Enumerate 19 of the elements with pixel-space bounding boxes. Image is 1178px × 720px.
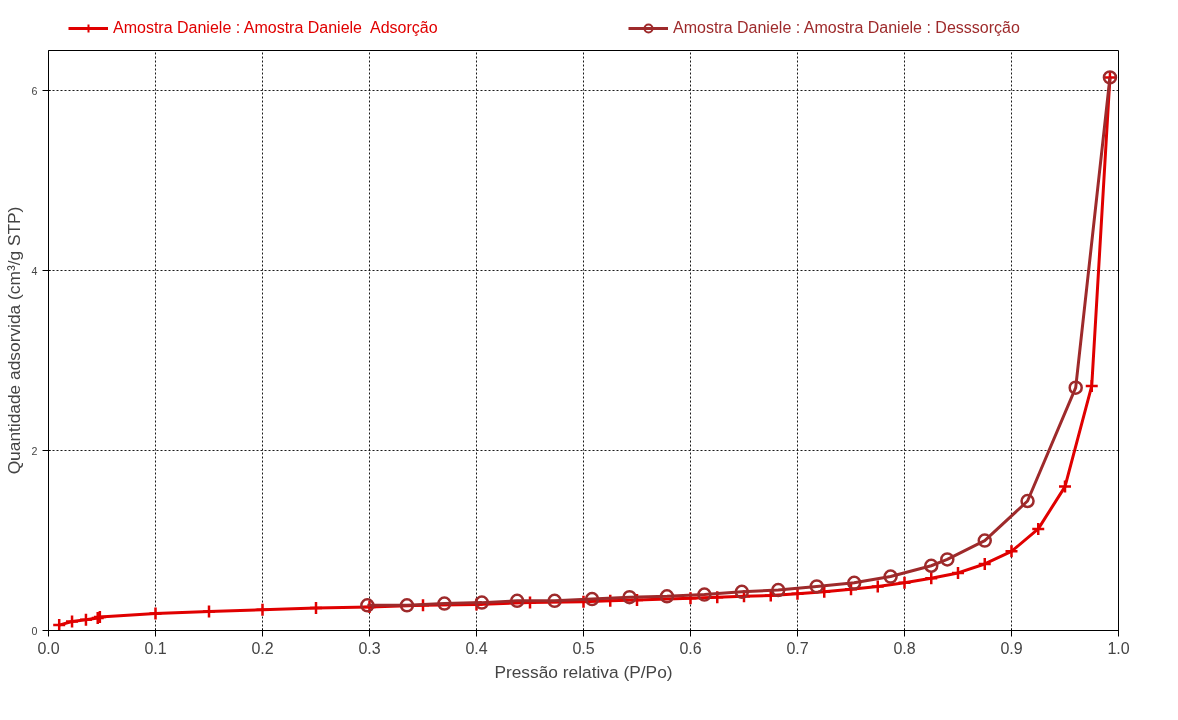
x-tick-label: 0.2 — [251, 639, 274, 657]
y-tick-label: 4 — [31, 264, 38, 277]
y-tick-label: 6 — [31, 84, 38, 97]
x-tick-label: 0.0 — [37, 639, 60, 657]
x-tick-label: 0.1 — [144, 639, 167, 657]
x-tick-label: 0.3 — [358, 639, 381, 657]
x-tick-label: 0.7 — [786, 639, 809, 657]
x-tick-label: 1.0 — [1107, 639, 1130, 657]
y-tick-label: 2 — [31, 444, 38, 457]
y-tick-label: 0 — [31, 624, 38, 637]
x-tick-label: 0.5 — [572, 639, 595, 657]
x-tick-label: 0.6 — [679, 639, 702, 657]
x-tick-label: 0.4 — [465, 639, 488, 657]
x-tick-label: 0.9 — [1000, 639, 1023, 657]
x-tick-label: 0.8 — [893, 639, 916, 657]
legend-label: Amostra Daniele : Amostra Daniele Adsorção — [113, 19, 438, 37]
x-axis-title: Pressão relativa (P/Po) — [494, 661, 673, 682]
legend-label: Amostra Daniele : Amostra Daniele : Desssorção — [673, 19, 1020, 37]
y-axis-title: Quantidade adsorvida (cm³/g STP) — [3, 206, 24, 475]
